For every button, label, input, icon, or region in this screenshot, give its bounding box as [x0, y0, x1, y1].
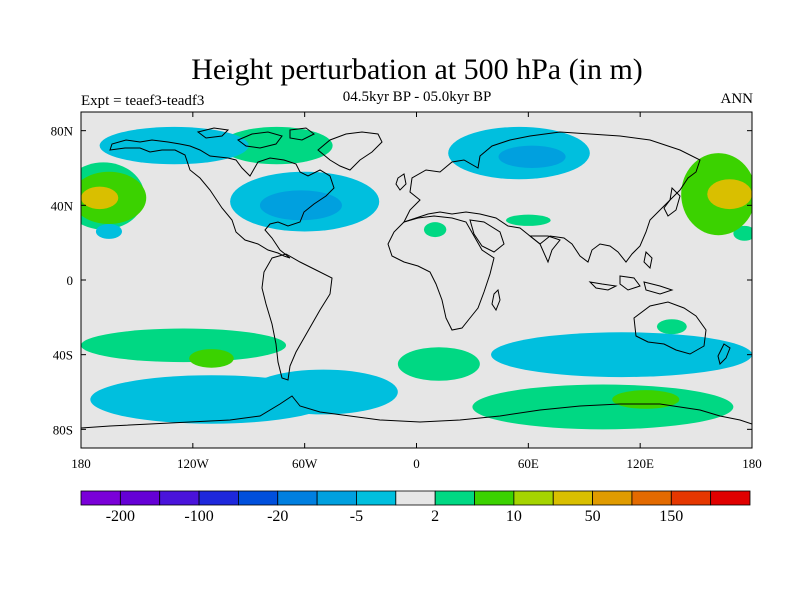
anomaly-region-12 — [491, 332, 752, 378]
lon-tick-label: 180 — [71, 456, 91, 471]
lon-tick-label: 60W — [292, 456, 318, 471]
colorbar-label: -20 — [267, 508, 288, 525]
colorbar-label: -5 — [350, 508, 363, 525]
coastline-australia — [633, 301, 707, 355]
colorbar-swatch — [119, 490, 161, 506]
coastline-india — [528, 235, 561, 264]
coastline-greenland — [317, 131, 383, 171]
anomaly-fields — [81, 126, 752, 430]
lat-tick-label: 80N — [51, 124, 74, 139]
colorbar-swatch — [277, 490, 318, 506]
anomaly-region-20 — [189, 349, 234, 368]
lon-tick-label: 0 — [413, 456, 420, 471]
coastline-british-isles — [395, 173, 407, 191]
anomaly-region-2 — [99, 126, 249, 165]
anomaly-region-11 — [397, 347, 480, 381]
anomaly-region-1 — [220, 126, 333, 165]
lat-tick-label: 40N — [51, 198, 74, 213]
coastlines — [81, 127, 752, 429]
coastline-south-america — [261, 253, 333, 381]
colorbar-swatch — [434, 490, 475, 506]
colorbar-swatch — [316, 490, 357, 506]
colorbar-swatch — [474, 490, 515, 506]
map-title: Height perturbation at 500 hPa (in m) — [191, 53, 643, 86]
colorbar-label: -100 — [184, 508, 213, 525]
colorbar: -200 -100 -20 -5 2 10 50 150 — [80, 490, 751, 525]
lon-tick-label: 120E — [626, 456, 654, 471]
anomaly-region-22 — [81, 186, 119, 210]
coastline-arabia — [469, 219, 505, 253]
colorbar-swatch — [552, 490, 593, 506]
colorbar-swatch — [356, 490, 397, 506]
anomaly-region-21 — [612, 390, 680, 409]
map-subtitle: 04.5kyr BP - 05.0kyr BP — [342, 89, 492, 105]
colorbar-label: -200 — [106, 508, 135, 525]
anomaly-region-15 — [248, 369, 398, 415]
lon-tick-label: 120W — [177, 456, 210, 471]
anomaly-region-6 — [505, 214, 551, 226]
anomaly-region-19 — [498, 145, 566, 168]
coastline-new-zealand — [717, 343, 731, 365]
colorbar-swatch — [80, 490, 121, 506]
coastline-antarctica — [81, 395, 752, 429]
colorbar-label: 50 — [585, 508, 601, 525]
anomaly-region-18 — [259, 190, 342, 221]
lon-tick-label: 180 — [742, 456, 762, 471]
anomaly-region-13 — [656, 319, 687, 335]
anomaly-region-9 — [81, 328, 287, 363]
coastline-arctic-islands — [196, 127, 315, 149]
season-label: ANN — [720, 91, 754, 107]
colorbar-swatch — [238, 490, 279, 506]
anomaly-region-23 — [707, 179, 752, 210]
colorbar-swatch — [592, 490, 633, 506]
colorbar-swatch — [631, 490, 672, 506]
colorbar-label: 150 — [659, 508, 683, 525]
anomaly-region-14 — [472, 384, 734, 430]
map-axis-ticks: 80N 40N 0 40S 80S 180 120W 60W 0 60E 120E 180 — [51, 112, 762, 471]
lat-tick-label: 0 — [67, 273, 74, 288]
coastline-indonesia — [588, 250, 674, 295]
coastline-eurasia — [403, 131, 701, 263]
lon-tick-label: 60E — [518, 456, 539, 471]
anomaly-region-5 — [423, 222, 447, 238]
anomaly-region-8 — [733, 225, 752, 241]
colorbar-swatch — [395, 490, 436, 506]
coastline-madagascar — [491, 288, 501, 312]
colorbar-swatch — [198, 490, 239, 506]
lat-tick-label: 40S — [53, 348, 73, 363]
coastline-north-america — [109, 139, 335, 259]
colorbar-swatch — [710, 490, 751, 506]
lat-tick-label: 80S — [53, 422, 73, 437]
experiment-label: Expt = teaef3-teadf3 — [81, 93, 205, 109]
coastline-africa — [387, 215, 495, 331]
colorbar-swatch — [513, 490, 554, 506]
colorbar-label: 10 — [506, 508, 522, 525]
coastline-japan — [663, 186, 681, 217]
colorbar-swatch — [159, 490, 200, 506]
anomaly-region-7 — [95, 224, 123, 239]
colorbar-label: 2 — [431, 508, 439, 525]
colorbar-swatch — [670, 490, 712, 506]
